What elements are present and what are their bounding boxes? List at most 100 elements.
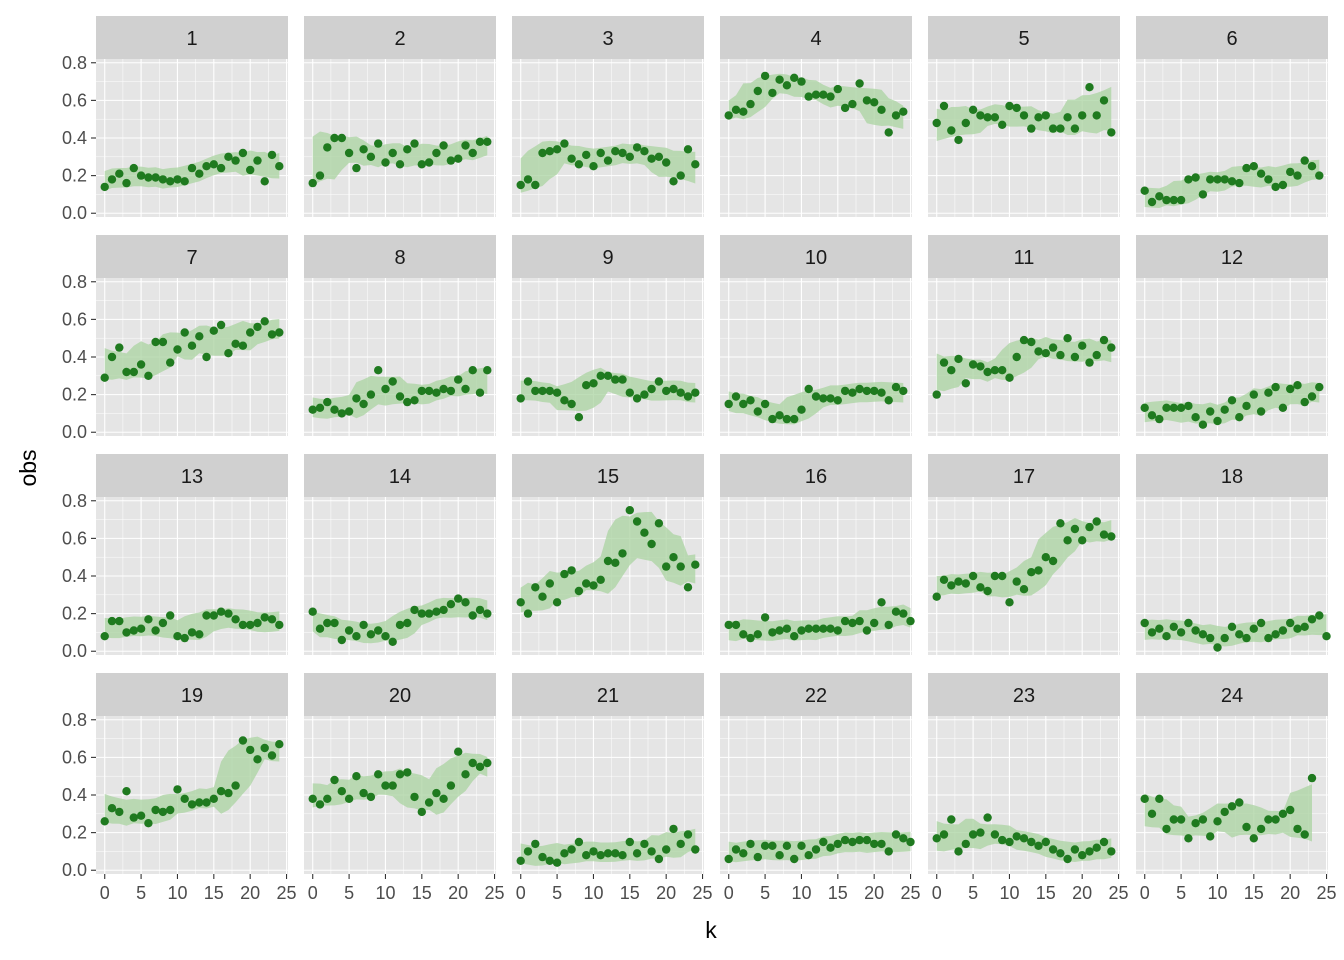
data-point [1300,397,1309,407]
data-point [1005,373,1014,382]
data-point [1005,837,1014,847]
data-point [1242,822,1251,832]
data-point [1235,630,1244,639]
data-point [246,620,255,630]
data-point [1293,824,1302,834]
axes-layer: 0.0 0.2 0.4 0.6 0.8 0.0 0.2 0.4 0.6 0.8 0.0 0.2 0.4 0… [62,53,1337,903]
data-point [1286,618,1295,628]
data-point [432,148,441,158]
data-point [545,856,554,865]
data-point [603,849,613,858]
data-point [811,845,821,854]
data-point [1293,171,1302,180]
data-point [1085,358,1094,367]
data-point [603,156,613,165]
data-point [1019,585,1029,594]
facet-panel-6: 6 [1136,16,1328,217]
data-point [475,605,485,615]
data-point [483,609,492,618]
data-point [932,390,941,399]
data-point [1235,178,1244,188]
data-point [1078,851,1087,860]
data-point [797,405,806,414]
data-point [231,615,240,624]
data-point [410,605,419,615]
data-point [932,118,941,128]
x-tick-label: 10 [999,883,1019,903]
facet-strip-label: 22 [805,685,827,707]
data-point [1099,96,1109,105]
data-point [589,379,598,388]
data-point [1249,624,1259,633]
data-point [538,386,547,396]
data-point [775,851,784,860]
data-point [611,147,620,156]
data-point [151,805,160,815]
data-point [790,854,799,864]
data-point [410,792,419,802]
facet-strip [304,454,496,497]
data-point [899,386,908,396]
data-point [1107,532,1116,541]
data-point [531,180,540,190]
data-point [891,111,901,120]
y-tick-label: 0.8 [62,710,87,730]
data-point [1070,352,1080,362]
data-point [1162,195,1171,205]
data-point [1099,335,1109,345]
data-point [611,849,620,858]
data-point [1078,111,1087,120]
data-point [1147,197,1157,207]
data-point [1056,519,1065,528]
data-point [115,169,124,178]
facet-strip-label: 3 [602,28,613,50]
data-point [596,851,605,860]
data-point [516,394,525,403]
data-point [826,92,835,101]
y-tick-label: 0.2 [62,166,87,186]
data-point [1271,382,1280,392]
data-point [998,366,1007,375]
data-point [567,399,576,409]
data-point [516,598,525,607]
data-point [100,373,109,382]
data-point [574,586,584,596]
data-point [424,798,434,807]
data-point [122,787,131,796]
facet-panel-14: 14 [304,454,496,655]
data-point [884,847,893,856]
facet-panel-16: 16 [720,454,915,655]
data-point [424,158,434,167]
facet-strip-label: 15 [597,466,619,488]
data-point [775,411,784,420]
data-point [724,620,733,630]
data-point [1034,347,1043,356]
data-point [1315,611,1324,620]
data-point [545,579,554,588]
data-point [330,133,339,143]
data-point [224,152,233,161]
facet-strip [96,673,288,716]
data-point [158,175,168,184]
data-point [691,160,700,169]
data-point [253,755,262,764]
data-point [122,367,131,377]
x-tick-label: 0 [100,883,110,903]
data-point [1213,643,1222,652]
facet-panel-1: 1 [96,16,288,217]
data-point [746,396,755,405]
data-point [1213,817,1222,826]
facet-panel-13: 13 [96,454,288,655]
data-point [1242,633,1251,643]
data-point [253,322,262,332]
data-point [1264,175,1273,184]
data-point [596,575,605,584]
data-point [1027,568,1036,577]
data-point [1085,847,1094,856]
data-point [267,150,277,160]
data-point [662,158,671,167]
data-point [388,148,397,158]
data-point [1012,577,1021,586]
facet-strip [1136,16,1328,59]
data-point [330,405,339,414]
